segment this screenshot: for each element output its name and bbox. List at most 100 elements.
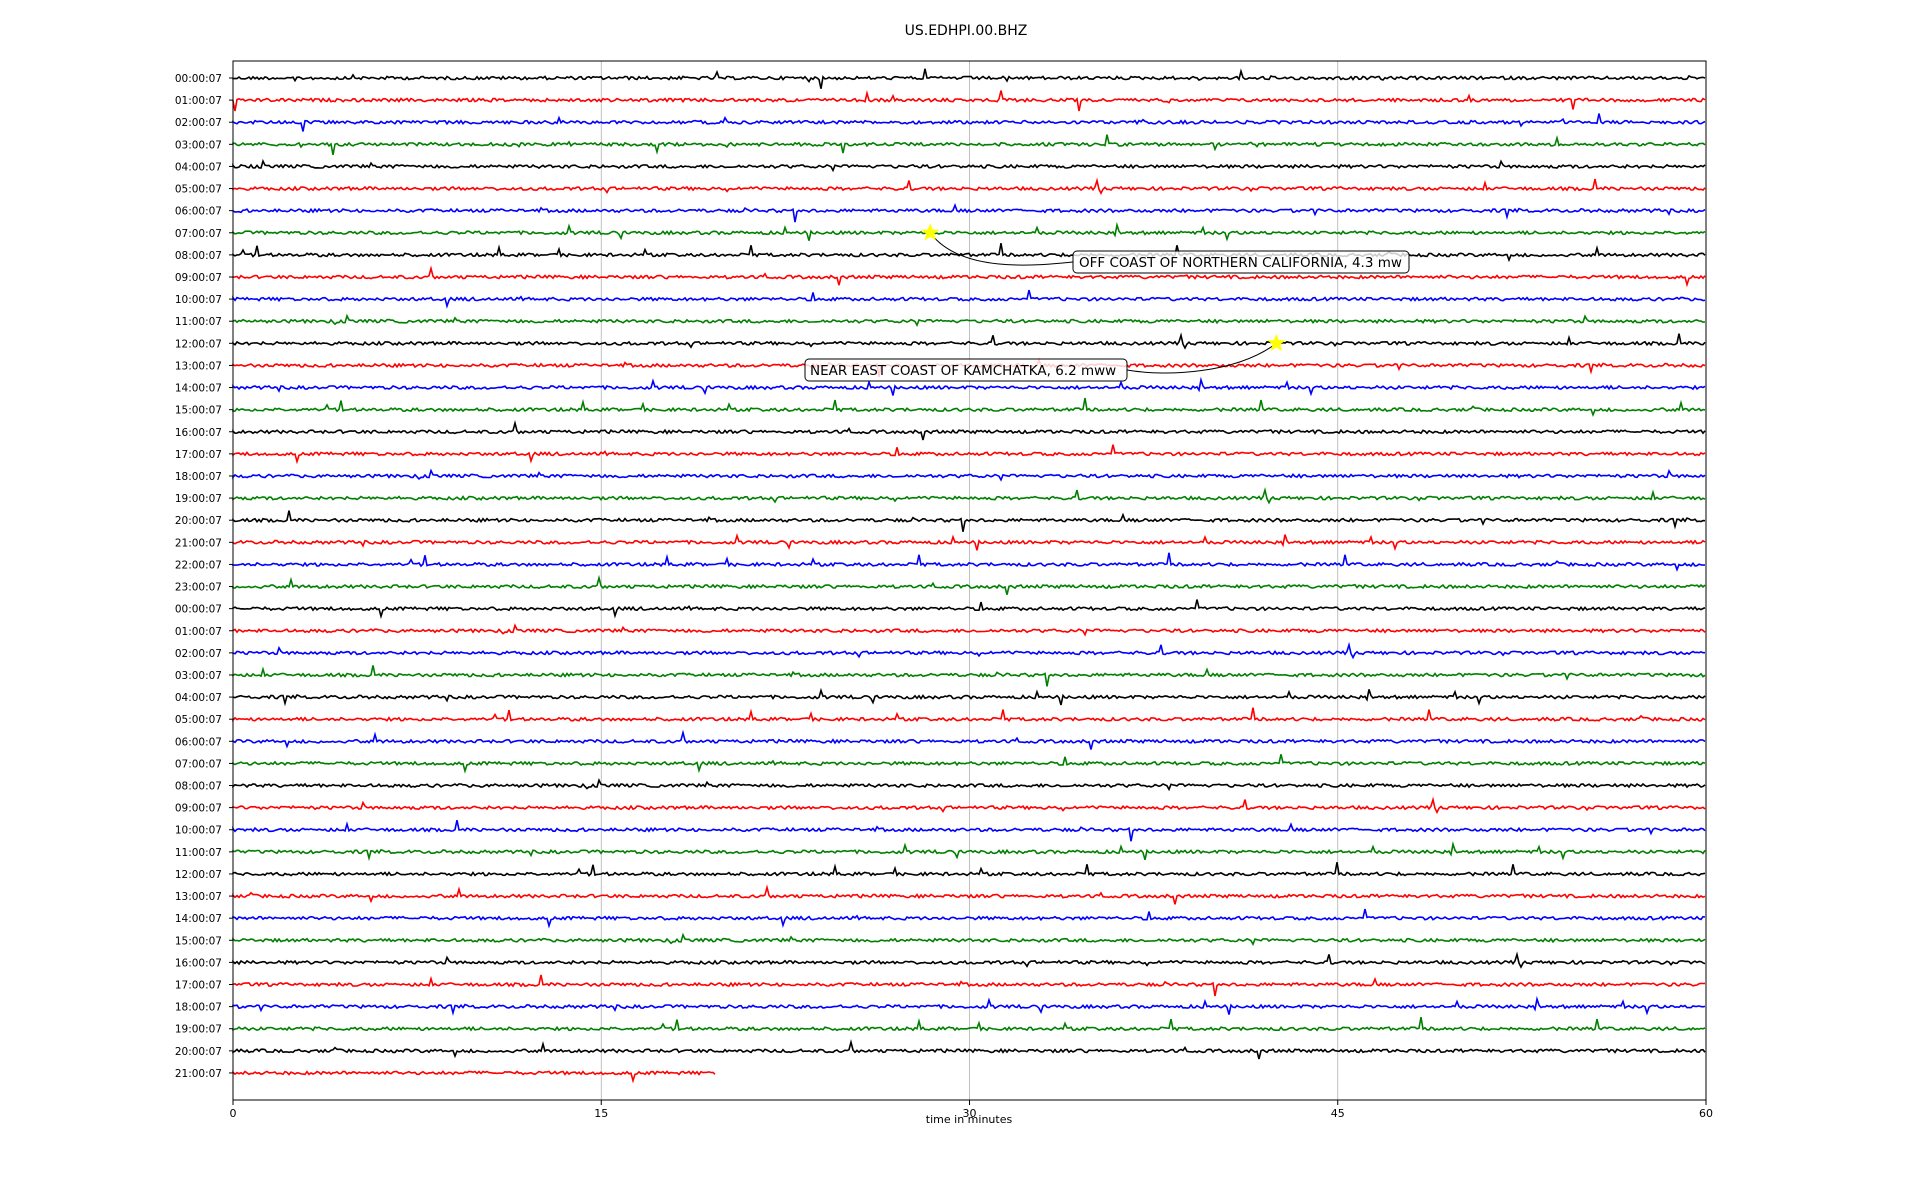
row-label: 03:00:07 [175,139,222,151]
event-star-marker [921,223,940,241]
row-label: 12:00:07 [175,869,222,881]
x-tick-label: 60 [1699,1107,1713,1120]
trace-line [232,243,1706,263]
x-tick-label: 45 [1331,1107,1345,1120]
row-label: 07:00:07 [175,758,222,770]
row-label: 05:00:07 [175,184,222,196]
trace-line [232,552,1706,572]
row-label: 06:00:07 [175,736,222,748]
trace-line [232,908,1706,929]
event-connector [929,232,1074,266]
row-label: 04:00:07 [175,161,222,173]
trace-line [232,707,1706,723]
trace-line [232,487,1706,505]
trace-line [232,419,1706,441]
row-label: 12:00:07 [175,338,222,350]
trace-line [232,313,1706,327]
event-label: OFF COAST OF NORTHERN CALIFORNIA, 4.3 mw [1079,255,1402,271]
trace-line [232,177,1706,195]
row-label: 16:00:07 [175,427,222,439]
row-label: 14:00:07 [175,383,222,395]
row-label: 21:00:07 [175,537,222,549]
x-ticks: 0 15 30 45 60 [230,1100,1713,1120]
grid-lines [232,61,1707,1100]
trace-line [232,796,1706,815]
trace-line [232,778,1706,792]
event-label-box [1072,250,1410,274]
row-label: 19:00:07 [175,493,222,505]
row-label: 00:00:07 [175,73,222,85]
row-label: 20:00:07 [175,515,222,527]
event-label: NEAR EAST COAST OF KAMCHATKA, 6.2 mww [810,363,1116,379]
row-label: 13:00:07 [175,360,222,372]
row-label: 23:00:07 [175,582,222,594]
row-label: 02:00:07 [175,648,222,660]
trace-line [232,951,1706,969]
trace-line [232,510,1706,532]
row-label: 03:00:07 [175,670,222,682]
row-label: 13:00:07 [175,891,222,903]
row-label: 01:00:07 [175,626,222,638]
event-connector [1126,342,1277,374]
row-label: 07:00:07 [175,228,222,240]
trace-line [232,202,1706,223]
row-label: 08:00:07 [175,781,222,793]
row-label: 06:00:07 [175,206,222,218]
trace-line [232,623,1706,637]
trace-line [232,444,1706,465]
row-label: 11:00:07 [175,847,222,859]
row-label: 18:00:07 [175,471,222,483]
trace-line [232,665,1706,687]
trace-line [232,332,1706,350]
row-label: 00:00:07 [175,604,222,616]
x-axis-label: time in minutes [926,1113,1013,1126]
trace-line [232,841,1706,862]
row-label: 10:00:07 [175,294,222,306]
row-label: 15:00:07 [175,935,222,947]
row-label: 08:00:07 [175,250,222,262]
trace-line [232,574,1706,595]
event-annotations: OFF COAST OF NORTHERN CALIFORNIA, 4.3 mw… [804,223,1410,382]
trace-line [232,397,1706,418]
trace-line [232,974,1706,997]
trace-line [232,265,1706,288]
trace-line [232,68,1706,89]
trace-line [232,1016,1706,1032]
trace-line [232,1070,716,1084]
trace-line [232,134,1706,155]
trace-line [232,533,1706,552]
trace-line [232,468,1706,482]
trace-line [232,113,1706,132]
chart-title: US.EDHPI.00.BHZ [905,23,1028,39]
row-label: 18:00:07 [175,1002,222,1014]
row-label: 11:00:07 [175,316,222,328]
trace-line [232,376,1706,397]
row-label: 22:00:07 [175,559,222,571]
trace-line [232,221,1706,242]
row-label: 09:00:07 [175,272,222,284]
row-label: 02:00:07 [175,117,222,129]
trace-line [232,754,1706,774]
trace-line [232,599,1706,620]
row-label: 10:00:07 [175,825,222,837]
x-tick-label: 15 [594,1107,608,1120]
trace-line [232,820,1706,842]
row-label: 21:00:07 [175,1068,222,1080]
row-label: 01:00:07 [175,95,222,107]
trace-line [232,90,1706,112]
trace-line [232,729,1706,750]
event-label-box [804,358,1128,382]
x-tick-label: 30 [963,1107,977,1120]
row-label: 04:00:07 [175,692,222,704]
trace-line [232,1039,1706,1060]
row-label: 09:00:07 [175,803,222,815]
trace-line [232,995,1706,1017]
event-star-marker [1267,333,1286,352]
row-label: 05:00:07 [175,714,222,726]
trace-line [232,687,1706,707]
trace-line [232,289,1706,309]
row-label: 15:00:07 [175,405,222,417]
trace-lines [232,68,1706,1084]
trace-line [232,641,1705,660]
row-labels: 00:00:07 01:00:07 02:00:07 03:00:07 04:00:07… [175,73,233,1080]
